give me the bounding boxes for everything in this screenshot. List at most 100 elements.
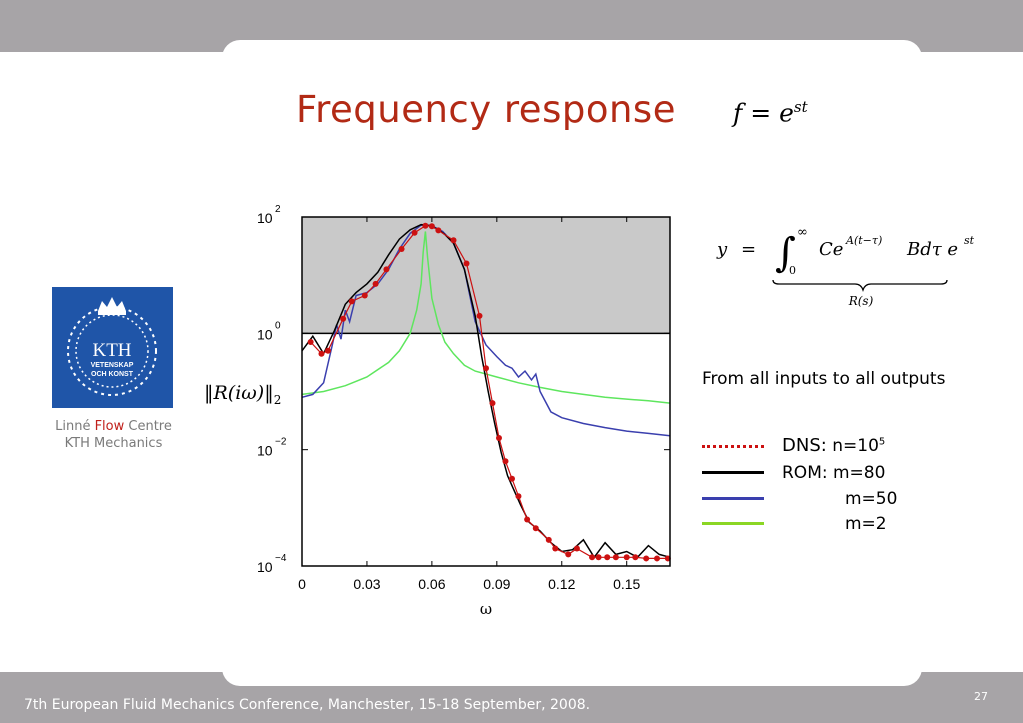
legend-row-m50: m=50 [700, 487, 960, 513]
legend-label-m50: m=50 [845, 489, 898, 509]
y-tick-label: 10 [257, 443, 273, 459]
dns-point [604, 554, 611, 561]
dns-point [612, 554, 619, 561]
eq2-eq: = [741, 239, 756, 260]
dns-point [502, 458, 509, 465]
dns-point [318, 350, 325, 357]
logo-caption-part2: Centre [124, 419, 172, 434]
dns-point [450, 237, 457, 244]
dns-point [565, 551, 572, 558]
slide-top-tab [222, 40, 922, 80]
logo-caption-part1: Linné [55, 419, 95, 434]
dns-point [508, 475, 515, 482]
dns-point [307, 339, 314, 346]
eq2-integrand: Ce [819, 239, 843, 260]
y-tick-exponent: 2 [275, 205, 281, 215]
integral-equation: y = ∫ ∞ 0 Ce A(t−τ) Bdτ e st R(s) [716, 225, 975, 308]
dns-point [372, 280, 379, 287]
legend-row-m2: m=2 [700, 512, 960, 538]
plot-frame [301, 216, 671, 567]
eq2-integral: ∫ [775, 230, 796, 276]
legend-label-rom80: ROM: m=80 [782, 463, 886, 483]
series-line-3 [301, 231, 671, 404]
logo-line2: OCH KONST [91, 371, 134, 378]
footer-text: 7th European Fluid Mechanics Conference,… [24, 697, 591, 713]
dns-point [435, 227, 442, 234]
dns-point [411, 229, 418, 236]
series-line-1 [301, 223, 671, 559]
dns-point [573, 545, 580, 552]
y-tick-exponent: −2 [275, 437, 287, 448]
dns-point [361, 292, 368, 299]
dns-point [383, 266, 390, 273]
dns-point [595, 554, 602, 561]
dns-point [643, 555, 650, 562]
dns-point [489, 400, 496, 407]
eq2-lower: 0 [789, 264, 796, 277]
dns-point [654, 555, 661, 562]
dns-point [348, 298, 355, 305]
eq2-integrand-exp: A(t−τ) [845, 234, 882, 247]
y-tick-label: 10 [257, 210, 273, 226]
x-tick-label: 0.03 [353, 576, 380, 592]
x-tick-label: 0.15 [613, 576, 640, 592]
dns-point [532, 525, 539, 532]
logo-caption: Linné Flow Centre KTH Mechanics [36, 418, 191, 452]
legend-label-dns: DNS: n=105 [782, 435, 886, 456]
subtitle: From all inputs to all outputs [702, 369, 946, 389]
eq2-rest: Bdτ e [906, 239, 958, 260]
legend-label-m2: m=2 [845, 514, 887, 534]
kth-logo-emblem: KTH VETENSKAP OCH KONST [67, 297, 157, 396]
dns-point [632, 554, 639, 561]
x-axis-label: ω [480, 600, 492, 618]
y-tick-exponent: −4 [275, 553, 287, 564]
dns-point [545, 536, 552, 543]
dns-point [398, 245, 405, 252]
legend-swatch-m50 [702, 497, 764, 500]
legend-swatch-rom80 [702, 471, 764, 474]
logo-caption-flow: Flow [94, 419, 125, 434]
page-number: 27 [974, 690, 988, 703]
y-tick-label: 10 [257, 559, 273, 575]
legend-row-rom80: ROM: m=80 [700, 461, 960, 487]
dns-point [428, 223, 435, 230]
legend-swatch-dns [702, 445, 764, 448]
kth-logo: KTH VETENSKAP OCH KONST [52, 287, 173, 408]
dns-point [324, 347, 331, 354]
logo-caption-line2: KTH Mechanics [64, 436, 163, 451]
title-equation: f = est [733, 98, 808, 127]
dns-point [495, 435, 502, 442]
slide-bottom-tab [222, 650, 922, 686]
logo-text: KTH [92, 340, 131, 361]
dns-point [422, 222, 429, 229]
eq2-upper: ∞ [797, 225, 808, 240]
eq2-underbrace [772, 279, 948, 293]
dns-point [483, 365, 489, 372]
dns-point [589, 554, 596, 561]
dns-point [476, 312, 483, 319]
eq2-lhs: y [716, 239, 728, 260]
dns-point [552, 545, 559, 552]
eq2-rest-exp: st [964, 234, 975, 247]
y-tick-label: 10 [257, 326, 273, 342]
x-tick-label: 0.06 [418, 576, 445, 592]
dns-point [340, 315, 347, 322]
dns-point [524, 516, 531, 523]
shaded-region [302, 217, 670, 334]
x-tick-label: 0.09 [483, 576, 510, 592]
chart-ylabel: ‖R(iω)‖2 [204, 382, 282, 407]
legend-row-dns: DNS: n=105 [700, 434, 960, 460]
legend-swatch-m2 [702, 522, 764, 525]
eq2-brace-label: R(s) [848, 294, 874, 308]
y-tick-exponent: 0 [275, 320, 281, 331]
x-tick-label: 0.12 [548, 576, 575, 592]
dns-point [515, 493, 522, 500]
x-tick-label: 0 [298, 576, 306, 592]
dns-point [623, 554, 630, 561]
dns-point [463, 260, 470, 267]
title-equation-base: f = e [733, 98, 794, 128]
title-equation-exponent: st [793, 98, 808, 116]
logo-line1: VETENSKAP [91, 362, 134, 369]
slide-title: Frequency response [296, 88, 676, 131]
